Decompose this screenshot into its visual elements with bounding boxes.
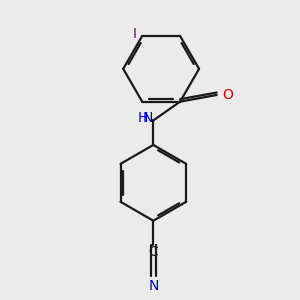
Text: N: N — [143, 111, 153, 125]
Text: I: I — [133, 27, 137, 41]
Text: C: C — [148, 245, 158, 259]
Text: N: N — [148, 279, 158, 293]
Text: O: O — [222, 88, 233, 102]
Text: H: H — [137, 111, 148, 125]
